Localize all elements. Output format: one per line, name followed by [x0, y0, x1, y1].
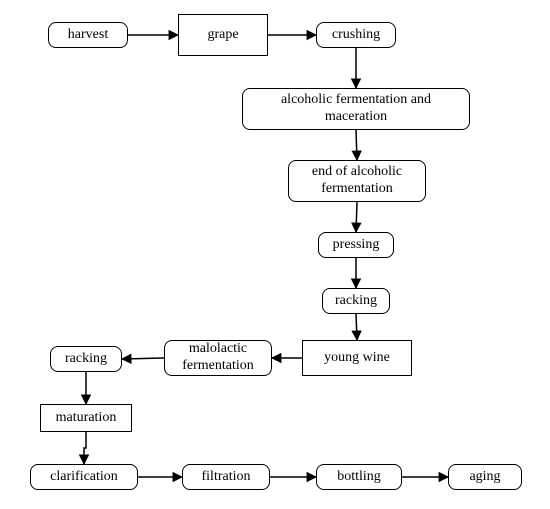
- node-label: grape: [207, 27, 238, 44]
- node-end_ferm: end of alcoholic fermentation: [288, 160, 426, 202]
- node-label: aging: [469, 469, 500, 486]
- node-bottling: bottling: [316, 464, 402, 490]
- node-label: bottling: [337, 469, 381, 486]
- node-filtration: filtration: [182, 464, 270, 490]
- node-harvest: harvest: [48, 22, 128, 48]
- node-pressing: pressing: [318, 232, 394, 258]
- node-label: racking: [65, 351, 107, 368]
- node-aging: aging: [448, 464, 522, 490]
- node-label: maturation: [56, 410, 117, 427]
- node-label: clarification: [50, 469, 118, 486]
- node-alc_ferm: alcoholic fermentation and maceration: [242, 88, 470, 130]
- node-racking1: racking: [322, 288, 390, 314]
- edge-malo_ferm-to-racking2: [122, 358, 164, 359]
- edge-alc_ferm-to-end_ferm: [356, 130, 357, 160]
- node-racking2: racking: [50, 346, 122, 372]
- node-malo_ferm: malolactic fermentation: [164, 340, 272, 376]
- node-grape: grape: [178, 14, 268, 56]
- edge-racking1-to-young_wine: [356, 314, 357, 340]
- node-label: filtration: [202, 469, 251, 486]
- edge-maturation-to-clarification: [84, 432, 86, 464]
- node-label: racking: [335, 293, 377, 310]
- node-label: alcoholic fermentation and maceration: [249, 92, 463, 126]
- node-label: young wine: [324, 350, 390, 367]
- node-maturation: maturation: [40, 404, 132, 432]
- node-label: malolactic fermentation: [171, 341, 265, 375]
- node-label: harvest: [68, 27, 108, 44]
- node-crushing: crushing: [316, 22, 396, 48]
- node-label: crushing: [332, 27, 380, 44]
- edge-end_ferm-to-pressing: [356, 202, 357, 232]
- node-young_wine: young wine: [302, 340, 412, 376]
- node-clarification: clarification: [30, 464, 138, 490]
- edges-layer: [0, 0, 550, 509]
- flowchart-canvas: harvest grape crushing alcoholic fermentati…: [0, 0, 550, 509]
- node-label: pressing: [333, 237, 380, 254]
- node-label: end of alcoholic fermentation: [295, 164, 419, 198]
